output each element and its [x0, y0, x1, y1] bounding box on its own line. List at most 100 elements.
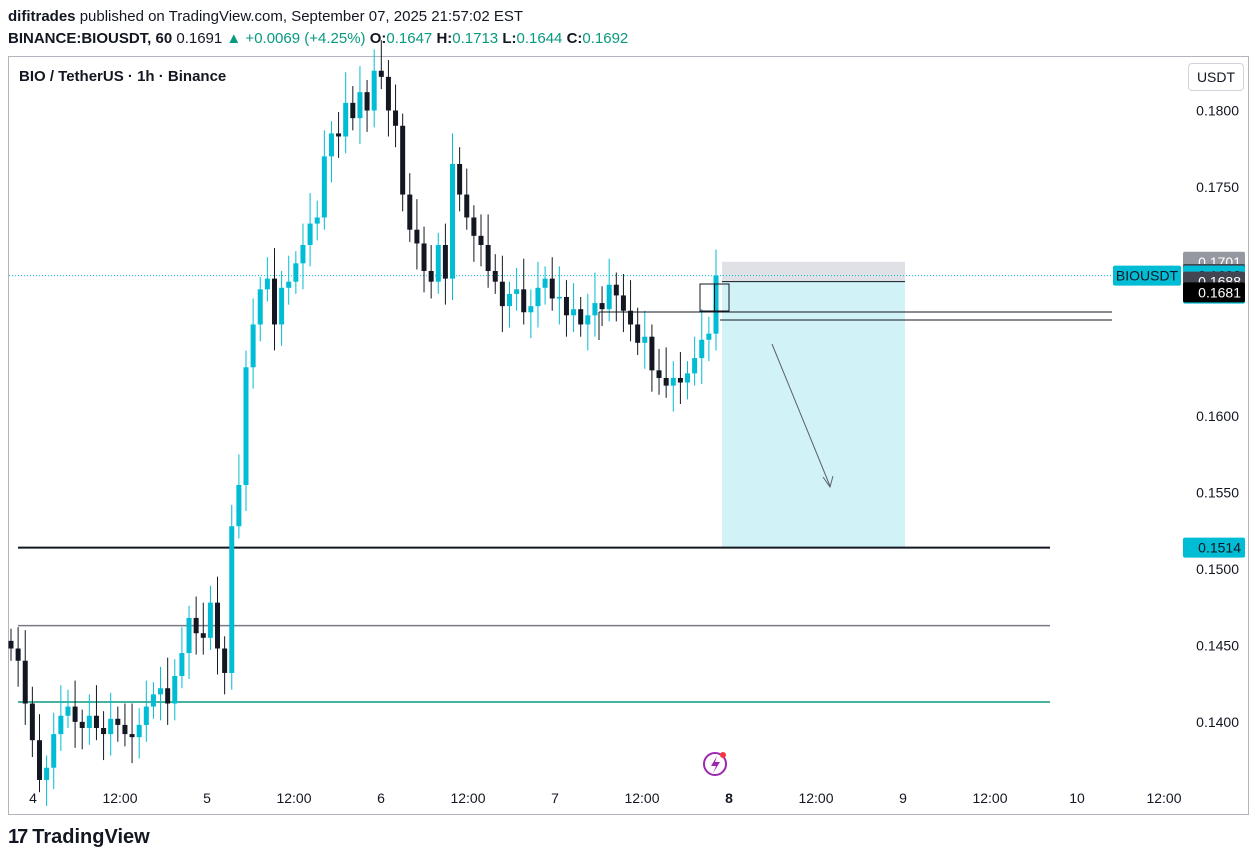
author-name[interactable]: difitrades — [8, 8, 76, 25]
x-tick-label: 9 — [899, 790, 907, 806]
candle-body — [385, 76, 391, 111]
candle-body — [93, 715, 99, 728]
candle-body — [457, 163, 463, 195]
candle-body — [186, 617, 192, 654]
candle-body — [677, 377, 683, 383]
candle-body — [692, 358, 698, 374]
candle-body — [471, 217, 477, 236]
candle-body — [243, 367, 249, 485]
candle-body — [336, 133, 342, 137]
candle-body — [222, 648, 228, 673]
candle-body — [699, 339, 705, 359]
ohlc-line: BINANCE:BIOUSDT, 60 0.1691 ▲ +0.0069 (+4… — [8, 30, 628, 47]
symbol-line: BINANCE:BIOUSDT, 60 — [8, 30, 173, 47]
candle-body — [578, 309, 584, 325]
candle-body — [143, 706, 149, 725]
x-tick-label: 12:00 — [972, 790, 1007, 806]
candle-body — [236, 484, 242, 527]
candle-body — [414, 229, 420, 244]
candle-body — [628, 310, 634, 325]
candle-body — [620, 295, 626, 311]
candle-body — [670, 377, 676, 386]
candle-body — [478, 235, 484, 245]
candle-body — [656, 370, 662, 378]
close-label: C: — [566, 30, 583, 47]
candle-body — [115, 718, 121, 725]
low-label: L: — [502, 30, 517, 47]
candle-body — [514, 289, 520, 294]
y-tick-label: 0.1550 — [1196, 485, 1239, 501]
x-tick-label: 10 — [1069, 790, 1085, 806]
candle-body — [58, 715, 64, 735]
tradingview-logo-icon: 17 — [8, 826, 28, 848]
candle-body — [642, 336, 648, 343]
candle-body — [193, 617, 199, 634]
candle-body — [51, 734, 57, 768]
candle-body — [542, 278, 548, 288]
last-price: 0.1691 — [176, 30, 223, 47]
candle-body — [108, 718, 114, 735]
candle-body — [207, 602, 213, 638]
high-value: 0.1713 — [452, 30, 499, 47]
y-tick-label: 0.1400 — [1196, 714, 1239, 730]
candle-body — [364, 92, 370, 111]
x-tick-label: 7 — [551, 790, 559, 806]
lightning-bolt-icon — [711, 756, 720, 773]
direction-arrow — [771, 343, 831, 487]
candle-body — [293, 263, 299, 282]
candle-body — [535, 287, 541, 307]
price-badge-label: 0.1514 — [1198, 540, 1241, 556]
close-value: 0.1692 — [582, 30, 629, 47]
candle-body — [350, 102, 356, 119]
candle-body — [592, 303, 598, 316]
stop-zone — [722, 261, 905, 282]
x-tick-label: 12:00 — [624, 790, 659, 806]
candle-body — [464, 194, 470, 218]
candle-body — [279, 287, 285, 325]
symbol-badge — [1113, 265, 1181, 286]
candle-body — [563, 296, 569, 316]
candle-body — [328, 133, 334, 157]
candle-body — [321, 156, 327, 218]
candle-body — [421, 243, 427, 271]
published-text: published on TradingView.com, September … — [79, 8, 524, 25]
low-value: 0.1644 — [516, 30, 563, 47]
candle-body — [15, 648, 21, 661]
publish-line: difitrades published on TradingView.com,… — [8, 8, 523, 25]
candle-body — [663, 377, 669, 386]
candle-body — [571, 309, 577, 316]
candle-body — [492, 270, 498, 282]
price-badge — [1183, 282, 1245, 303]
candle-body — [101, 727, 107, 735]
chart-legend: BIO / TetherUS · 1h · Binance — [19, 68, 227, 85]
candle-body — [528, 306, 534, 313]
candle-body — [122, 724, 128, 735]
candle-body — [613, 284, 619, 296]
notification-dot-icon — [720, 752, 726, 758]
footer-brand[interactable]: 17 TradingView — [8, 826, 150, 849]
price-badge — [1183, 537, 1245, 558]
symbol-badge-label: BIOUSDT — [1116, 268, 1179, 284]
candle-body — [129, 734, 135, 738]
candle-body — [400, 125, 406, 195]
candle-body — [635, 324, 641, 343]
candle-body — [314, 217, 320, 224]
candle-body — [378, 70, 384, 77]
candle-body — [685, 373, 691, 383]
candle-body — [442, 244, 448, 279]
candle-body — [485, 244, 491, 271]
arrow-head-icon — [822, 475, 834, 489]
candle-body — [36, 740, 42, 780]
candle-body — [179, 653, 185, 677]
candle-body — [172, 676, 178, 704]
currency-button[interactable]: USDT — [1188, 63, 1244, 91]
candle-body — [215, 602, 221, 649]
candle-body — [585, 315, 591, 325]
price-badge-label: 0.1681 — [1198, 284, 1241, 300]
candle-body — [606, 284, 612, 310]
chart-frame — [8, 56, 1249, 815]
candle-body — [506, 293, 512, 307]
x-tick-label: 8 — [725, 790, 733, 806]
candle-body — [229, 526, 235, 673]
